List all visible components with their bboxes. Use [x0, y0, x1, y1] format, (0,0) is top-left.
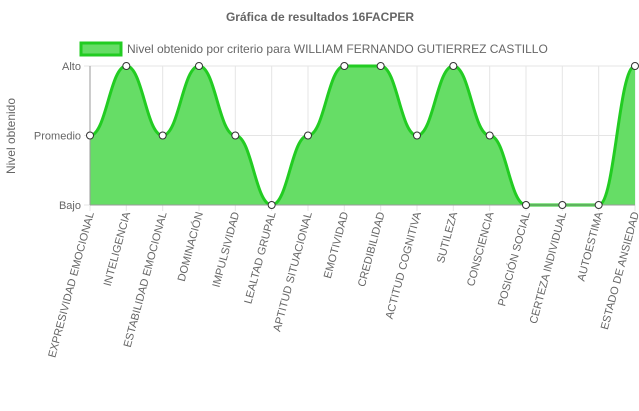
x-tick-label: POSICIÓN SOCIAL	[495, 210, 533, 307]
legend-label: Nivel obtenido por criterio para WILLIAM…	[127, 42, 548, 56]
x-tick-label: APTITUD SITUACIONAL	[271, 211, 315, 333]
area-fill	[90, 66, 635, 205]
chart-title: Gráfica de resultados 16FACPER	[226, 10, 414, 24]
data-point[interactable]	[231, 131, 240, 140]
x-tick-label: EXPRESIVIDAD EMOCIONAL	[46, 211, 97, 359]
data-point[interactable]	[86, 131, 94, 140]
x-tick-label: SUTILEZA	[435, 210, 460, 265]
data-point[interactable]	[304, 131, 312, 140]
data-point[interactable]	[522, 201, 530, 209]
y-axis-title: Nivel obtenido	[4, 98, 18, 174]
x-tick-labels: EXPRESIVIDAD EMOCIONAL INTELIGENCIAESTABI…	[46, 210, 639, 359]
legend[interactable]: Nivel obtenido por criterio para WILLIAM…	[79, 41, 548, 57]
data-point[interactable]	[158, 131, 167, 140]
y-tick-label: Promedio	[34, 131, 81, 143]
data-points	[86, 62, 639, 209]
data-point[interactable]	[267, 201, 276, 209]
x-tick-label: ESTADO DE ANSIEDAD	[599, 211, 639, 331]
y-tick-label: Bajo	[59, 200, 81, 212]
x-tick-label: ACTITUD COGNITIVA	[384, 210, 424, 320]
x-tick-label: CONSCIENCIA	[465, 210, 497, 288]
x-tick-label: EMOTIVIDAD	[322, 211, 351, 280]
x-tick-label: CERTEZA INDIVIDUAL	[528, 211, 569, 326]
data-point[interactable]	[594, 201, 603, 209]
data-point[interactable]	[195, 62, 203, 70]
data-point[interactable]	[122, 62, 131, 70]
x-tick-label: ESTABILIDAD EMOCIONAL	[122, 211, 170, 349]
legend-swatch	[79, 41, 123, 57]
x-tick-label: LEALTAD GRUPAL	[242, 211, 278, 306]
data-point[interactable]	[631, 62, 639, 70]
y-tick-labels: Bajo Promedio Alto	[34, 61, 81, 212]
x-tick-label: CREDIBILIDAD	[356, 211, 388, 289]
y-tick-label: Alto	[62, 61, 81, 73]
x-tick-label: INTELIGENCIA	[102, 210, 134, 288]
x-tick-label: IMPULSIVIDAD	[211, 211, 243, 289]
data-point[interactable]	[413, 131, 421, 140]
x-tick-label: DOMINACIÓN	[175, 210, 206, 282]
data-point[interactable]	[485, 131, 494, 140]
x-tick-label: AUTOESTIMA	[576, 210, 606, 283]
data-point[interactable]	[376, 62, 385, 70]
data-point[interactable]	[558, 201, 567, 209]
data-point[interactable]	[449, 62, 458, 70]
data-point[interactable]	[340, 62, 349, 70]
